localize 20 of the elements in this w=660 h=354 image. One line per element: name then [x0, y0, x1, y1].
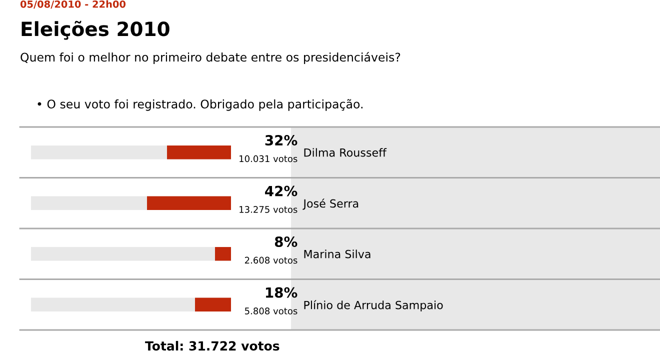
data-label: 18% — [266, 287, 298, 298]
data-label: 8% — [274, 236, 298, 248]
chart-title: Eleições 2010 — [22, 20, 170, 40]
bar — [195, 298, 231, 312]
text: • O seu voto foi registrado. Obrigado pela participação. — [38, 99, 362, 111]
chart-subtitle: Quem foi o melhor no primeiro debate entre os presidenciáveis? — [20, 52, 400, 64]
data-label: 32% — [265, 135, 298, 146]
bar — [215, 247, 231, 261]
data-label: 42% — [265, 186, 298, 196]
y-tick-label: Marina Silva — [304, 250, 370, 258]
y-tick-label: José Serra — [302, 198, 358, 210]
y-tick-label: Dilma Rousseff — [304, 148, 387, 157]
text: 10.031 votos — [240, 155, 298, 162]
y-tick-label: Plínio de Arruda Sampaio — [304, 300, 443, 312]
text: 2.608 votos — [244, 256, 298, 264]
text: Total: 31.722 votos — [145, 340, 280, 351]
bar — [167, 146, 231, 160]
text: 13.275 votos — [240, 206, 298, 213]
text: 5.808 votos — [245, 308, 298, 314]
text: 05/08/2010 - 22h00 — [20, 0, 126, 9]
